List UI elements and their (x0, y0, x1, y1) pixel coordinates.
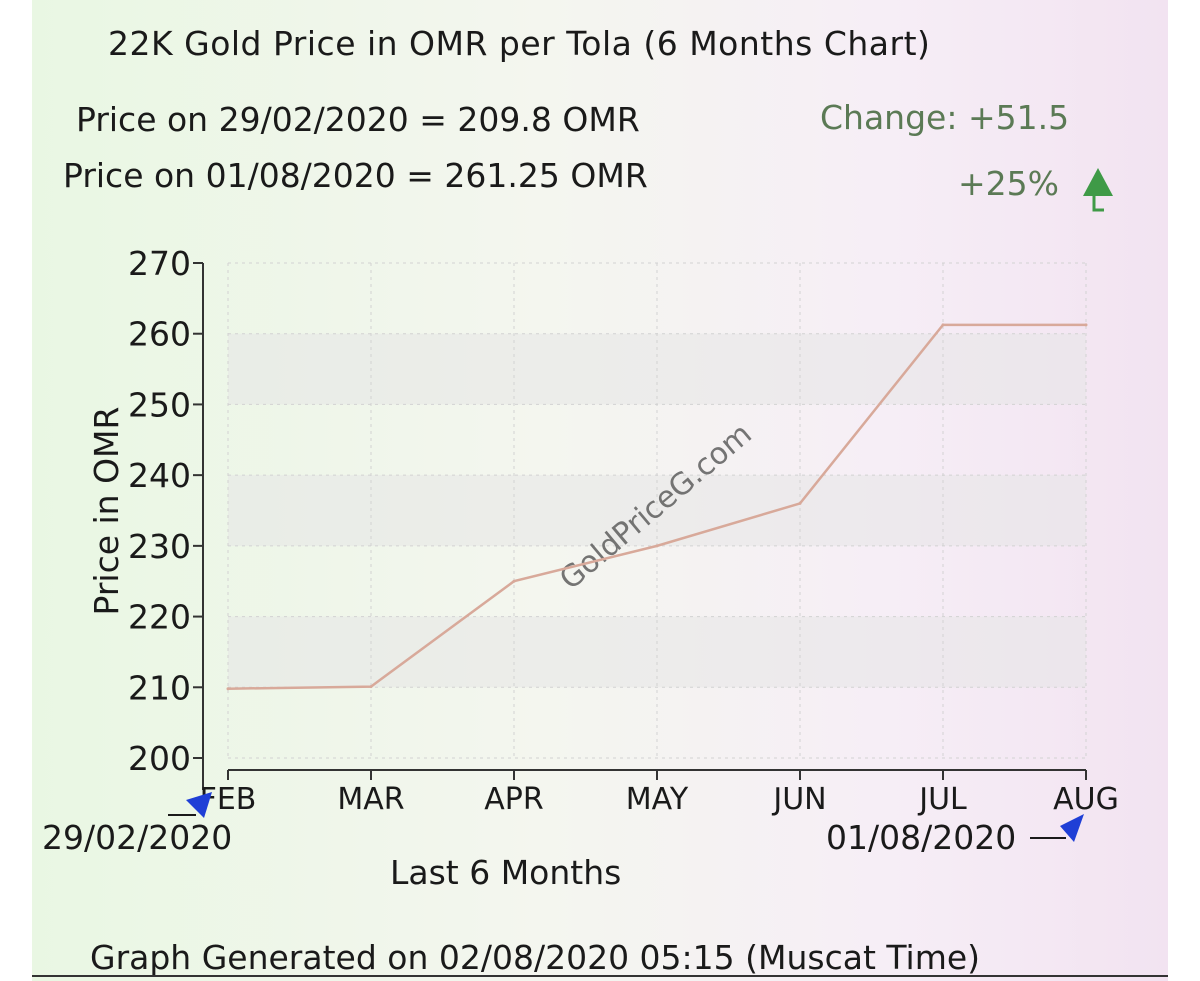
y-axis-label: Price in OMR (87, 407, 126, 616)
data-point (1084, 323, 1088, 327)
change-text: Change: +51.5 (820, 98, 1070, 137)
data-point (512, 579, 516, 583)
y-tick-label: 210 (128, 668, 191, 707)
y-tick-label: 260 (128, 315, 191, 354)
x-tick-label: MAR (337, 782, 404, 817)
up-arrow-icon (1083, 168, 1113, 212)
data-point (226, 687, 230, 691)
end-date-label: 01/08/2020 (826, 818, 1017, 857)
y-tick-label: 220 (128, 598, 191, 637)
end-price-text: Price on 01/08/2020 = 261.25 OMR (63, 156, 648, 195)
x-tick-label: APR (484, 782, 543, 817)
data-point (941, 323, 945, 327)
y-tick-label: 270 (128, 244, 191, 283)
x-tick-label: JUL (917, 782, 967, 817)
x-ticks: FEB MAR APR MAY JUN JUL AUG (200, 770, 1119, 817)
data-point (798, 501, 802, 505)
x-axis-label: Last 6 Months (390, 853, 622, 892)
y-tick-label: 250 (128, 385, 191, 424)
data-point (369, 685, 373, 689)
x-tick-label: JUN (771, 782, 826, 817)
y-tick-label: 200 (128, 739, 191, 778)
data-point (655, 544, 659, 548)
y-ticks: 200 210 220 230 240 250 260 270 (128, 244, 203, 778)
start-price-text: Price on 29/02/2020 = 209.8 OMR (76, 100, 640, 139)
start-date-label: 29/02/2020 (42, 818, 233, 857)
y-tick-label: 230 (128, 527, 191, 566)
chart-title: 22K Gold Price in OMR per Tola (6 Months… (108, 24, 931, 63)
date-markers (168, 323, 1088, 842)
y-tick-label: 240 (128, 456, 191, 495)
x-tick-label: MAY (626, 782, 689, 817)
footer-text: Graph Generated on 02/08/2020 05:15 (Mus… (90, 938, 981, 977)
x-tick-label: AUG (1053, 782, 1119, 817)
bottom-divider (32, 975, 1168, 977)
percent-change-text: +25% (958, 164, 1059, 203)
end-marker-icon (1060, 814, 1084, 842)
start-marker-icon (186, 792, 212, 818)
